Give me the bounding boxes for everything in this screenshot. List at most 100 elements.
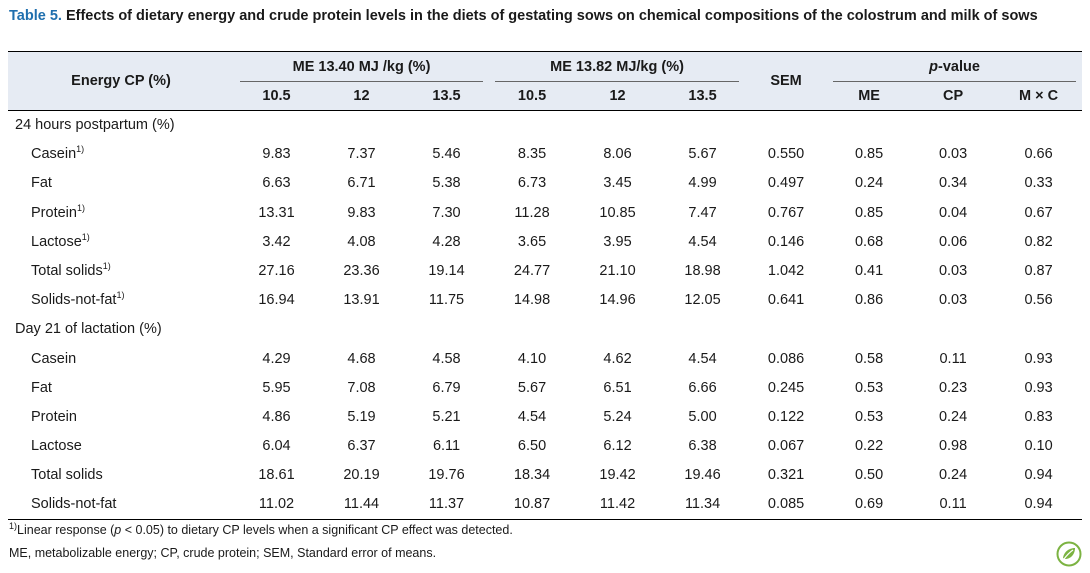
value-cell: 8.06 [603, 146, 632, 163]
value-cell: 27.16 [258, 263, 295, 280]
row-label-cell: Fat [8, 169, 234, 198]
value-cell: 6.37 [347, 438, 376, 455]
value-cell: 4.58 [432, 350, 461, 367]
row-label-cell: Protein [8, 402, 234, 431]
value-cell: 5.00 [688, 408, 717, 425]
row-label: Protein [31, 408, 77, 425]
row-label-cell: Casein1) [8, 140, 234, 169]
value-cell: 7.37 [347, 146, 376, 163]
data-table: Energy CP (%) ME 13.40 MJ /kg (%) ME 13.… [8, 51, 1083, 520]
cp-col-header: 13.5 [660, 82, 746, 111]
row-label-cell: Solids-not-fat [8, 490, 234, 519]
cp-col-header: 12 [319, 82, 404, 111]
value-cell: 0.24 [854, 175, 884, 192]
value-cell: 3.42 [262, 233, 291, 250]
row-label-cell: Fat [8, 373, 234, 402]
value-cell: 5.67 [688, 146, 717, 163]
value-cell: 18.61 [258, 467, 295, 484]
header-row-top: Energy CP (%) ME 13.40 MJ /kg (%) ME 13.… [8, 51, 1083, 111]
value-cell: 21.10 [599, 263, 636, 280]
table-row: Casein 4.29 4.68 4.58 4.10 4.62 4.54 0.086 0.58 0… [8, 344, 1082, 373]
value-cell: 0.41 [854, 263, 884, 280]
cp-col-header: 13.5 [404, 82, 490, 111]
value-cell: 6.66 [688, 379, 717, 396]
row-label: Lactose [31, 233, 82, 250]
row-label: Total solids [31, 263, 103, 280]
value-cell: 0.067 [767, 438, 805, 455]
row-label-cell: Total solids1) [8, 256, 234, 285]
sem-header: SEM [745, 51, 828, 111]
value-cell: 0.550 [767, 146, 805, 163]
value-cell: 23.36 [343, 263, 380, 280]
value-cell: 4.54 [688, 233, 717, 250]
pvalue-rest: -value [938, 59, 980, 75]
value-cell: 4.54 [688, 350, 717, 367]
footnote-marker: 1) [102, 261, 111, 272]
value-cell: 0.321 [767, 467, 805, 484]
value-cell: 0.24 [938, 467, 968, 484]
header-row-sub: 10.5 12 13.5 10.5 12 13.5 ME CP M × C [8, 82, 1083, 111]
value-cell: 11.28 [514, 204, 550, 221]
value-cell: 0.68 [854, 233, 884, 250]
value-cell: 6.11 [432, 438, 461, 455]
pvalue-me-header: ME [827, 82, 912, 111]
value-cell: 4.29 [262, 350, 291, 367]
value-cell: 0.50 [854, 467, 884, 484]
section-header-row: 24 hours postpartum (%) [8, 111, 1082, 140]
value-cell: 0.24 [938, 408, 968, 425]
row-label-cell: Lactose1) [8, 227, 234, 256]
value-cell: 0.56 [1024, 292, 1053, 309]
cp-col-header: 10.5 [234, 82, 319, 111]
value-cell: 0.34 [938, 175, 968, 192]
section-title: Day 21 of lactation (%) [15, 321, 162, 338]
value-cell: 0.93 [1024, 350, 1053, 367]
footnote-linear-response: 1)Linear response (p < 0.05) to dietary … [9, 520, 513, 537]
table-row: Fat 5.95 7.08 6.79 5.67 6.51 6.66 0.245 0.53 0.23… [8, 373, 1082, 402]
value-cell: 5.24 [603, 408, 632, 425]
row-label-cell: Lactose [8, 432, 234, 461]
value-cell: 3.95 [603, 233, 632, 250]
value-cell: 6.50 [517, 438, 547, 455]
table-row: Casein1) 9.83 7.37 5.46 8.35 8.06 5.67 0.550 0.8… [8, 140, 1082, 169]
value-cell: 19.76 [428, 467, 465, 484]
value-cell: 4.54 [517, 408, 547, 425]
value-cell: 0.146 [767, 233, 805, 250]
value-cell: 4.68 [347, 350, 376, 367]
table-body: 24 hours postpartum (%) Casein1) 9.83 7.37 5… [8, 111, 1083, 520]
value-cell: 13.91 [343, 292, 380, 309]
footnote-marker: 1) [76, 202, 85, 213]
row-label: Casein [31, 146, 77, 163]
value-cell: 0.69 [854, 496, 884, 513]
table-row: Protein 4.86 5.19 5.21 4.54 5.24 5.00 0.122 0.53… [8, 402, 1082, 431]
value-cell: 4.62 [603, 350, 632, 367]
value-cell: 0.53 [854, 379, 884, 396]
value-cell: 18.34 [513, 467, 551, 484]
pvalue-italic: p [929, 59, 939, 75]
value-cell: 14.98 [513, 292, 551, 309]
value-cell: 11.02 [258, 496, 295, 513]
row-label: Protein [31, 204, 77, 221]
row-label: Solids-not-fat [31, 496, 117, 513]
value-cell: 0.93 [1024, 379, 1053, 396]
value-cell: 0.94 [1024, 496, 1053, 513]
value-cell: 10.87 [513, 496, 551, 513]
value-cell: 0.11 [939, 350, 967, 367]
table-row: Total solids 18.61 20.19 19.76 18.34 19.42 19.… [8, 461, 1082, 490]
value-cell: 3.45 [603, 175, 632, 192]
row-label: Solids-not-fat [31, 292, 117, 309]
value-cell: 6.71 [347, 175, 376, 192]
value-cell: 0.86 [854, 292, 884, 309]
value-cell: 0.66 [1024, 146, 1053, 163]
value-cell: 0.10 [1024, 438, 1053, 455]
value-cell: 0.497 [767, 175, 805, 192]
value-cell: 10.85 [599, 204, 636, 221]
value-cell: 11.37 [428, 496, 465, 513]
value-cell: 0.82 [1024, 233, 1053, 250]
table-row: Protein1) 13.31 9.83 7.30 11.28 10.85 7.47 0.76… [8, 198, 1082, 227]
value-cell: 11.75 [428, 292, 465, 309]
value-cell: 0.83 [1024, 408, 1053, 425]
value-cell: 0.767 [767, 204, 805, 221]
value-cell: 0.03 [938, 263, 968, 280]
value-cell: 4.99 [688, 175, 717, 192]
journal-leaf-logo-icon [1056, 541, 1082, 567]
